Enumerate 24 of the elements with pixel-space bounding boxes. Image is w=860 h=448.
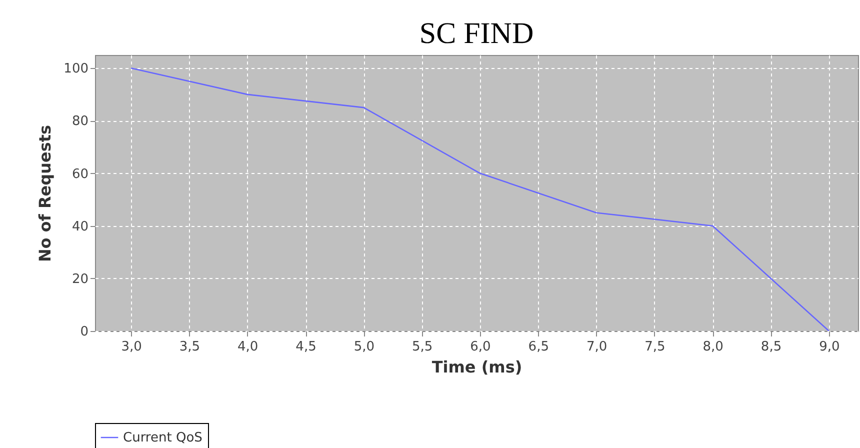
x-tick-label: 9,0 [819,340,840,354]
x-tick-label: 6,0 [470,340,491,354]
x-tick-label: 3,5 [179,340,200,354]
x-tick-label: 4,0 [238,340,258,354]
line-series [130,67,830,331]
y-tick-label: 20 [72,272,88,287]
y-tick-label: 40 [72,219,88,234]
x-tick-label: 7,0 [586,340,608,354]
y-axis-title: No of Requests [36,124,55,262]
x-tick-label: 4,5 [296,340,316,354]
y-tick-label: 100 [64,62,88,77]
x-tick-label: 7,5 [644,340,666,354]
x-tick-label: 5,0 [354,340,375,354]
x-tick-label: 5,5 [412,340,433,354]
y-tick-label: 60 [72,166,88,182]
x-tick-label: 6,5 [528,340,549,354]
y-tick-label: 80 [72,114,88,130]
chart-title: SC FIND [419,17,534,50]
x-tick-label: 3,0 [121,340,142,354]
y-tick-label: 0 [80,324,88,340]
x-axis-title: Time (ms) [432,358,522,376]
legend-label: Current QoS [123,430,202,446]
x-tick-label: 8,0 [702,340,724,354]
x-tick-label: 8,5 [760,340,782,354]
